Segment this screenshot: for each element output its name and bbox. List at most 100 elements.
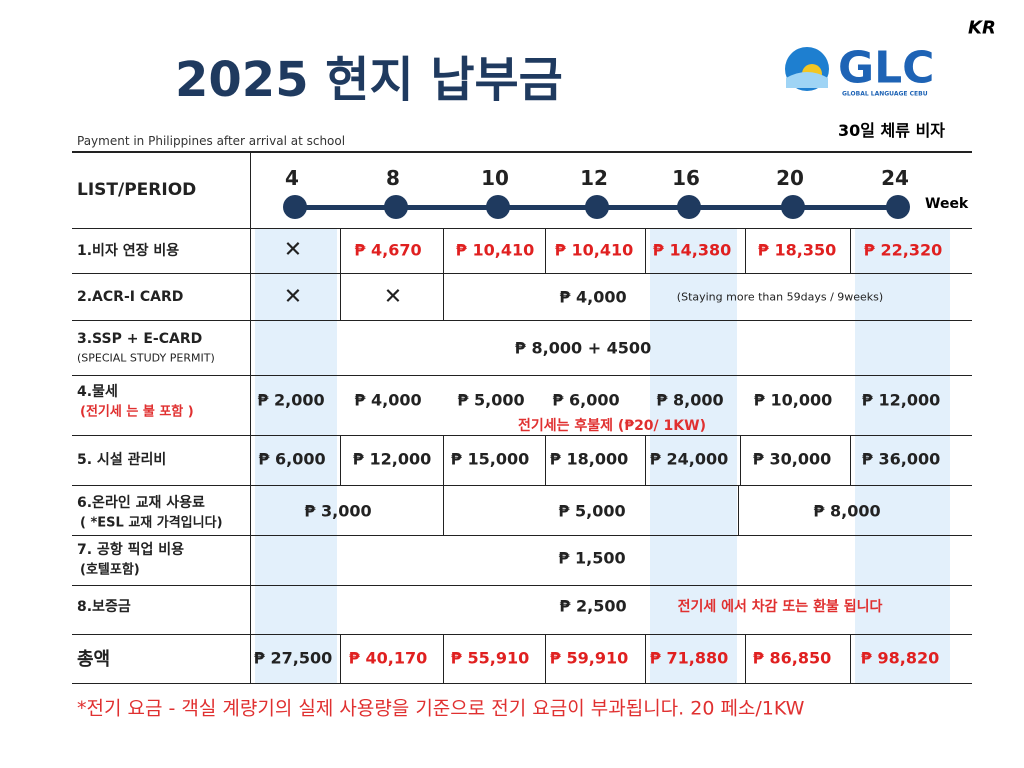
cell-line	[340, 228, 341, 273]
cell: ₱ 98,820	[860, 648, 940, 668]
cell: ₱ 22,320	[863, 240, 943, 260]
cell-line	[443, 634, 444, 683]
cell: ✕	[283, 284, 303, 310]
cell-line	[850, 634, 851, 683]
cell: ₱ 15,000	[450, 449, 530, 469]
row-line	[72, 634, 972, 635]
cell-line	[745, 634, 746, 683]
lang: KR	[968, 17, 996, 39]
row-label: 4.물세	[77, 384, 118, 400]
row-label: 8.보증금	[77, 599, 131, 615]
cell: ₱ 10,000	[753, 390, 833, 410]
cell: ₱ 3,000	[304, 501, 372, 521]
cell: ₱ 1,500	[558, 548, 626, 568]
row-label: 3.SSP + E-CARD	[77, 331, 203, 347]
timeline-dot	[384, 195, 408, 219]
row-line	[72, 375, 972, 376]
week-label: 8	[386, 166, 400, 190]
row-line	[72, 485, 972, 486]
row-note: (Staying more than 59days / 9weeks)	[676, 290, 884, 304]
row-label: 7. 공항 픽업 비용	[77, 542, 184, 558]
row-label: 2.ACR-I CARD	[77, 289, 184, 305]
cell-line	[645, 435, 646, 485]
cell-line	[850, 435, 851, 485]
cell: ₱ 55,910	[450, 648, 530, 668]
title: 2025 현지 납부금	[175, 52, 563, 108]
row-line	[72, 273, 972, 274]
cell-line	[738, 485, 739, 535]
row-line	[72, 320, 972, 321]
cell: ₱ 12,000	[861, 390, 941, 410]
cell: ₱ 18,000	[549, 449, 629, 469]
row-line	[72, 435, 972, 436]
row-sublabel: (SPECIAL STUDY PERMIT)	[77, 351, 215, 365]
week-label: 12	[580, 166, 608, 190]
visa-note: 30일 체류 비자	[838, 121, 946, 140]
cell: ₱ 36,000	[861, 449, 941, 469]
timeline-dot	[486, 195, 510, 219]
cell: ₱ 12,000	[352, 449, 432, 469]
cell: ₱ 5,000	[558, 501, 626, 521]
row-line	[72, 683, 972, 684]
row-label: 5. 시설 관리비	[77, 452, 167, 468]
cell-line	[545, 228, 546, 273]
cell-line	[443, 485, 444, 535]
cell: ₱ 2,000	[257, 390, 325, 410]
row-note: 전기세 에서 차감 또는 환불 됩니다	[677, 599, 883, 615]
cell: ₱ 71,880	[649, 648, 729, 668]
row-line	[72, 151, 972, 153]
cell: ₱ 27,500	[253, 648, 333, 668]
row-line	[72, 585, 972, 586]
cell-line	[443, 435, 444, 485]
cell: ₱ 8,000 + 4500	[514, 338, 652, 358]
timeline-dot	[585, 195, 609, 219]
timeline-dot	[781, 195, 805, 219]
cell: ₱ 6,000	[258, 449, 326, 469]
cell-line	[745, 228, 746, 273]
column-line	[250, 151, 251, 683]
footnote: *전기 요금 - 객실 계량기의 실제 사용량을 기준으로 전기 요금이 부과됩…	[77, 697, 805, 720]
cell: ₱ 24,000	[649, 449, 729, 469]
week-label: 10	[481, 166, 509, 190]
cell-line	[340, 435, 341, 485]
cell: ₱ 2,500	[559, 596, 627, 616]
cell: ₱ 10,410	[455, 240, 535, 260]
logo-subtitle: GLOBAL LANGUAGE CEBU	[842, 90, 928, 98]
timeline-dot	[283, 195, 307, 219]
column-shade	[855, 228, 950, 683]
cell-line	[545, 435, 546, 485]
cell-line	[443, 273, 444, 320]
row-sublabel: (전기세 는 불 포함 )	[80, 404, 194, 420]
row-label: 6.온라인 교재 사용료	[77, 495, 205, 511]
cell: ₱ 8,000	[813, 501, 881, 521]
column-shade	[650, 228, 737, 683]
cell: ✕	[383, 284, 403, 310]
cell-line	[340, 634, 341, 683]
cell-line	[740, 435, 741, 485]
subtitle: Payment in Philippines after arrival at …	[77, 134, 346, 148]
week-label: 20	[776, 166, 804, 190]
cell: ₱ 4,670	[354, 240, 422, 260]
cell: ₱ 8,000	[656, 390, 724, 410]
table-header: LIST/PERIOD	[77, 180, 197, 200]
week-unit: Week	[925, 196, 969, 212]
cell: ₱ 5,000	[457, 390, 525, 410]
timeline-dot	[677, 195, 701, 219]
cell: ₱ 4,000	[559, 287, 627, 307]
cell: ₱ 10,410	[554, 240, 634, 260]
cell-line	[340, 273, 341, 320]
week-label: 4	[285, 166, 299, 190]
row-sublabel: ( *ESL 교재 가격입니다)	[80, 515, 223, 531]
timeline-dot	[886, 195, 910, 219]
cell-line	[545, 634, 546, 683]
logo-text: GLC	[838, 42, 935, 94]
cell-line	[645, 228, 646, 273]
row-sublabel: (호텔포함)	[80, 562, 140, 578]
row-label: 총액	[77, 649, 111, 670]
cell: ₱ 40,170	[348, 648, 428, 668]
cell: ✕	[283, 237, 303, 263]
cell: ₱ 18,350	[757, 240, 837, 260]
cell-line	[850, 228, 851, 273]
cell: ₱ 4,000	[354, 390, 422, 410]
column-shade	[255, 228, 337, 683]
